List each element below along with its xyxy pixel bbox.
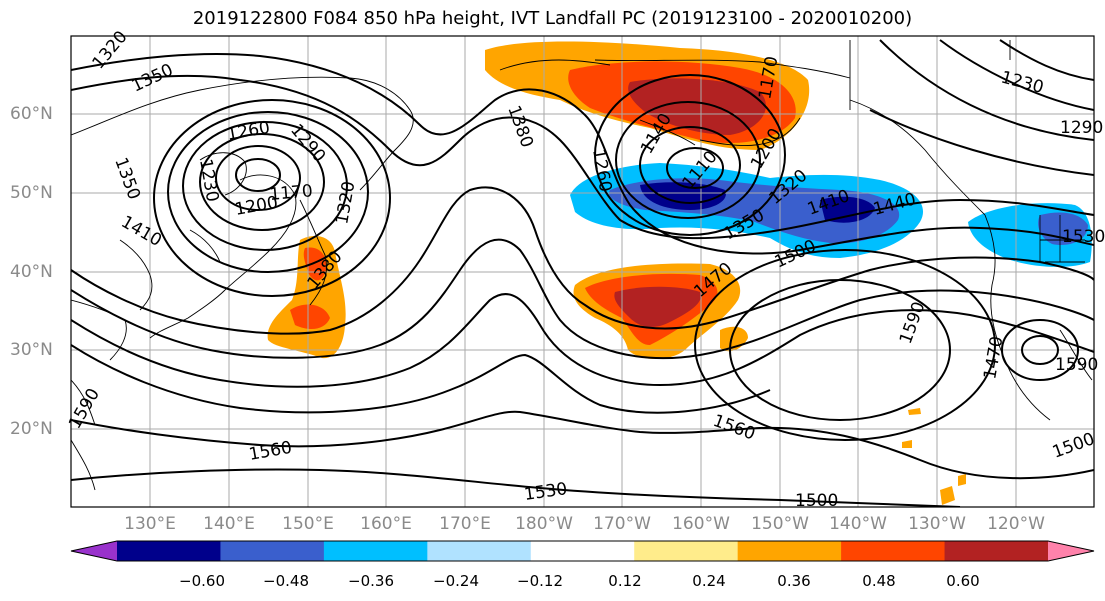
longitude-label: 170°W xyxy=(593,514,651,534)
colorbar-tick-label: 0.48 xyxy=(862,572,896,590)
map-frame xyxy=(70,35,1095,508)
colorbar-cell xyxy=(220,541,325,561)
colorbar-extend-high xyxy=(1048,541,1094,561)
colorbar-cell xyxy=(530,541,635,561)
colorbar-cell xyxy=(634,541,739,561)
colorbar-outline xyxy=(70,540,1095,562)
colorbar-tick-label: 0.36 xyxy=(777,572,811,590)
longitude-label: 130°W xyxy=(908,514,966,534)
colorbar-cell xyxy=(427,541,532,561)
latitude-label: 20°N xyxy=(10,419,53,439)
colorbar-cell xyxy=(841,541,946,561)
longitude-label: 130°E xyxy=(124,514,176,534)
contour-label: 1500 xyxy=(795,491,838,511)
contour-label: 1590 xyxy=(1055,355,1098,375)
map-title: 2019122800 F084 850 hPa height, IVT Land… xyxy=(192,8,913,29)
colorbar-cell xyxy=(737,541,842,561)
longitude-label: 180°W xyxy=(515,514,573,534)
contour-label: 1530 xyxy=(1062,227,1105,247)
colorbar-tick-label: 0.24 xyxy=(692,572,726,590)
colorbar-tick-label: −0.60 xyxy=(179,572,225,590)
longitude-label: 160°W xyxy=(672,514,730,534)
colorbar-cells xyxy=(117,541,1049,561)
longitude-label: 170°E xyxy=(439,514,491,534)
graticule xyxy=(71,36,1094,507)
contour-label: 1170 xyxy=(269,181,314,205)
colorbar-cell xyxy=(323,541,428,561)
colorbar-tick-label: 0.60 xyxy=(946,572,980,590)
colorbar xyxy=(70,540,1095,562)
colorbar-extend-low xyxy=(71,541,117,561)
latitude-label: 40°N xyxy=(10,262,53,282)
latitude-label: 60°N xyxy=(10,104,53,124)
longitude-label: 120°W xyxy=(987,514,1045,534)
contour-label: 1290 xyxy=(1060,118,1103,138)
political-boundaries xyxy=(1039,215,1061,262)
colorbar-cell xyxy=(117,541,221,561)
colorbar-tick-label: −0.24 xyxy=(433,572,479,590)
longitude-label: 140°E xyxy=(203,514,255,534)
colorbar-cell xyxy=(944,541,1049,561)
latitude-label: 30°N xyxy=(10,340,53,360)
ivt-shading xyxy=(267,41,1092,505)
height-contours xyxy=(71,39,1094,507)
colorbar-tick-label: −0.12 xyxy=(517,572,563,590)
colorbar-tick-label: 0.12 xyxy=(608,572,642,590)
longitude-label: 160°E xyxy=(360,514,412,534)
longitude-label: 150°E xyxy=(282,514,334,534)
colorbar-tick-label: −0.36 xyxy=(348,572,394,590)
latitude-label: 50°N xyxy=(10,183,53,203)
colorbar-tick-label: −0.48 xyxy=(263,572,309,590)
longitude-label: 150°W xyxy=(751,514,809,534)
longitude-label: 140°W xyxy=(829,514,887,534)
